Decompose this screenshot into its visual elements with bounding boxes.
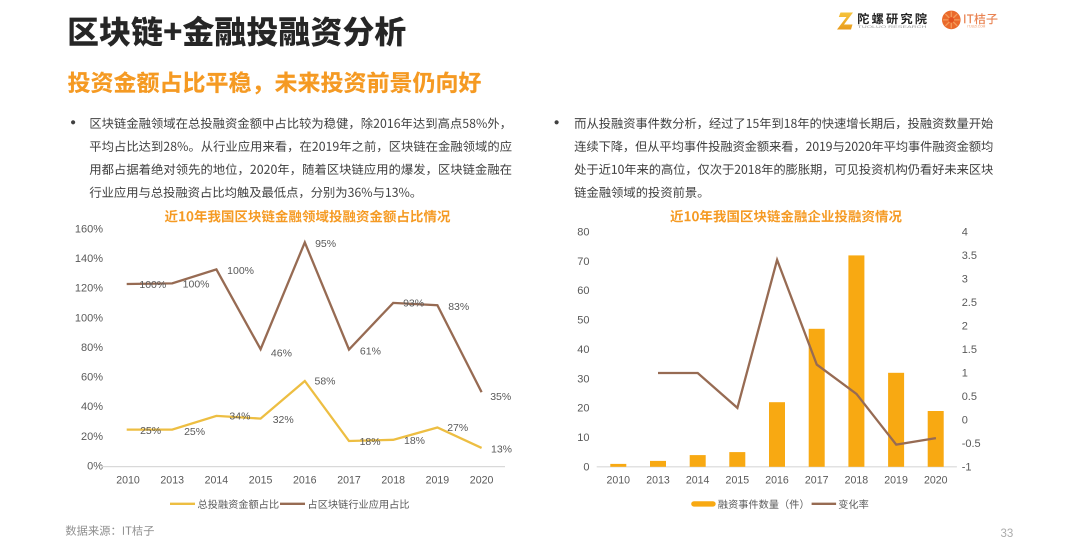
svg-text:46%: 46% (271, 348, 292, 360)
svg-text:58%: 58% (314, 376, 335, 388)
svg-text:34%: 34% (229, 411, 250, 423)
svg-text:2019: 2019 (426, 474, 450, 486)
svg-text:0: 0 (962, 414, 968, 426)
svg-text:60: 60 (577, 285, 589, 297)
svg-text:40: 40 (577, 344, 589, 356)
svg-text:2.5: 2.5 (962, 297, 977, 309)
svg-text:13%: 13% (491, 444, 512, 456)
svg-text:2010: 2010 (607, 474, 631, 486)
svg-text:100%: 100% (183, 279, 210, 291)
svg-text:40%: 40% (81, 401, 103, 413)
svg-text:2013: 2013 (646, 474, 670, 486)
svg-text:18%: 18% (360, 436, 381, 448)
svg-text:2016: 2016 (293, 474, 317, 486)
svg-text:1.5: 1.5 (962, 344, 977, 356)
svg-text:70: 70 (577, 256, 589, 268)
svg-text:20: 20 (577, 403, 589, 415)
svg-text:-1: -1 (962, 461, 972, 473)
svg-text:33: 33 (1001, 528, 1014, 540)
svg-text:83%: 83% (448, 301, 469, 313)
svg-text:10: 10 (577, 432, 589, 444)
svg-text:120%: 120% (75, 283, 103, 295)
svg-text:20%: 20% (81, 431, 103, 443)
svg-text:160%: 160% (75, 223, 103, 235)
svg-text:0%: 0% (87, 460, 103, 472)
svg-text:80: 80 (577, 227, 589, 239)
svg-text:35%: 35% (490, 391, 511, 403)
svg-text:ITJUZI.COM: ITJUZI.COM (967, 24, 985, 28)
svg-text:3.5: 3.5 (962, 250, 977, 262)
svg-text:2019: 2019 (884, 474, 908, 486)
svg-text:1: 1 (962, 367, 968, 379)
svg-text:2018: 2018 (381, 474, 405, 486)
svg-text:TUOLUO RESEARCH: TUOLUO RESEARCH (858, 25, 927, 29)
svg-text:30: 30 (577, 373, 589, 385)
svg-text:2013: 2013 (160, 474, 184, 486)
svg-text:80%: 80% (81, 342, 103, 354)
svg-text:25%: 25% (140, 425, 161, 437)
svg-text:27%: 27% (447, 422, 468, 434)
svg-text:60%: 60% (81, 372, 103, 384)
svg-text:95%: 95% (315, 238, 336, 250)
svg-text:61%: 61% (360, 346, 381, 358)
svg-text:2017: 2017 (337, 474, 361, 486)
svg-text:25%: 25% (184, 426, 205, 438)
svg-text:2018: 2018 (845, 474, 869, 486)
svg-text:2: 2 (962, 320, 968, 332)
svg-text:2010: 2010 (116, 474, 140, 486)
svg-text:2016: 2016 (765, 474, 789, 486)
svg-text:100%: 100% (227, 265, 254, 277)
svg-text:100%: 100% (139, 279, 166, 291)
svg-text:2015: 2015 (726, 474, 750, 486)
svg-text:4: 4 (962, 227, 968, 239)
svg-text:93%: 93% (403, 298, 424, 310)
svg-text:2015: 2015 (249, 474, 273, 486)
svg-text:2017: 2017 (805, 474, 829, 486)
svg-text:100%: 100% (75, 312, 103, 324)
svg-text:32%: 32% (273, 414, 294, 426)
svg-text:2014: 2014 (205, 474, 229, 486)
svg-text:0.5: 0.5 (962, 391, 977, 403)
svg-text:3: 3 (962, 273, 968, 285)
svg-text:18%: 18% (404, 435, 425, 447)
svg-text:140%: 140% (75, 253, 103, 265)
svg-text:2020: 2020 (470, 474, 494, 486)
svg-text:-0.5: -0.5 (962, 438, 981, 450)
svg-text:50: 50 (577, 315, 589, 327)
svg-text:2014: 2014 (686, 474, 710, 486)
svg-text:2020: 2020 (924, 474, 948, 486)
svg-text:0: 0 (583, 461, 589, 473)
